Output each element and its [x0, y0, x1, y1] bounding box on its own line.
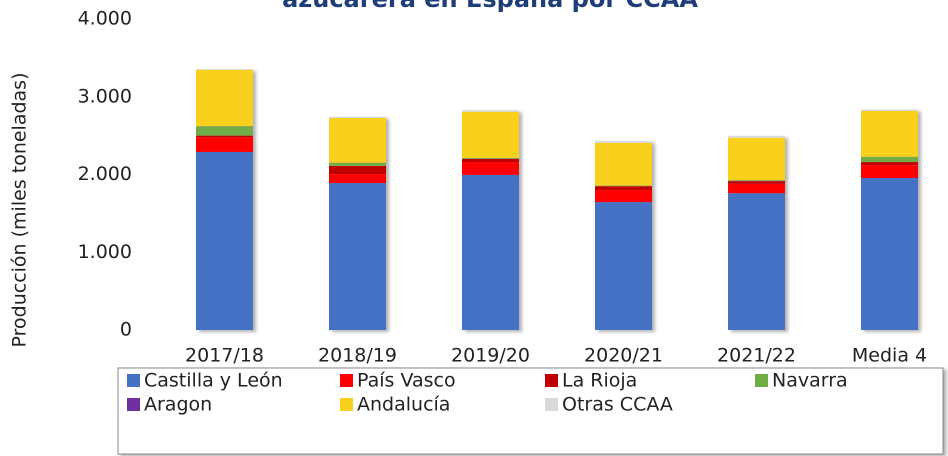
- bar-segment: [196, 151, 253, 330]
- legend-swatch: [545, 398, 558, 411]
- bar-segment: [329, 174, 386, 184]
- legend-label: La Rioja: [562, 370, 637, 392]
- bar-segment: [196, 126, 253, 136]
- y-axis-label: Producción (miles toneladas): [9, 73, 31, 348]
- legend-swatch: [127, 398, 140, 411]
- bar-stack: [861, 109, 918, 330]
- bar-segment: [595, 186, 652, 191]
- bar-segment: [462, 174, 519, 330]
- bar-segment: [728, 183, 785, 194]
- x-tick-label: Media 4: [852, 345, 927, 367]
- y-tick-label: 0: [120, 319, 132, 341]
- bar-segment: [329, 117, 386, 163]
- bar-segment: [595, 140, 652, 143]
- bar-segment: [329, 162, 386, 166]
- bar-segment: [728, 137, 785, 181]
- legend-label: Otras CCAA: [562, 394, 673, 416]
- bar-segment: [728, 181, 785, 184]
- bar-segment: [595, 142, 652, 186]
- legend-label: Andalucía: [357, 394, 450, 416]
- bar-stack: [462, 110, 519, 330]
- legend-box: [117, 367, 944, 455]
- y-tick-label: 4.000: [78, 8, 132, 30]
- bar-segment: [196, 68, 253, 70]
- legend-label: Navarra: [772, 370, 848, 392]
- y-tick-label: 2.000: [78, 163, 132, 185]
- bar-stack: [196, 68, 253, 330]
- bar-segment: [861, 110, 918, 157]
- bar-segment: [196, 137, 253, 152]
- bar-segment: [861, 109, 918, 111]
- bar-segment: [728, 180, 785, 182]
- bar-stack: [329, 116, 386, 330]
- bar-segment: [728, 135, 785, 138]
- y-tick-label: 3.000: [78, 85, 132, 107]
- bar-stack: [728, 135, 785, 330]
- bar-segment: [595, 190, 652, 203]
- bar-segment: [861, 162, 918, 166]
- legend-label: Castilla y León: [144, 370, 283, 392]
- x-tick-label: 2019/20: [451, 345, 530, 367]
- bar-segment: [196, 69, 253, 127]
- legend-swatch: [340, 398, 353, 411]
- chart-title: azucarera en España por CCAA: [282, 0, 698, 13]
- legend-swatch: [755, 374, 768, 387]
- bar-segment: [462, 111, 519, 159]
- bar-segment: [728, 193, 785, 330]
- x-tick-label: 2017/18: [185, 345, 264, 367]
- legend-swatch: [545, 374, 558, 387]
- x-tick-label: 2020/21: [584, 345, 663, 367]
- bar-segment: [861, 157, 918, 163]
- legend-swatch: [340, 374, 353, 387]
- bar-segment: [861, 165, 918, 178]
- bar-segment: [861, 177, 918, 330]
- legend-label: Aragon: [144, 394, 212, 416]
- bar-segment: [329, 165, 386, 175]
- bar-segment: [196, 135, 253, 138]
- x-tick-label: 2021/22: [717, 345, 796, 367]
- legend-label: País Vasco: [357, 370, 456, 392]
- y-tick-label: 1.000: [78, 241, 132, 263]
- bar-segment: [595, 202, 652, 330]
- legend-swatch: [127, 374, 140, 387]
- bar-segment: [462, 162, 519, 175]
- bar-segment: [462, 110, 519, 112]
- bar-segment: [462, 158, 519, 159]
- bar-stack: [595, 140, 652, 330]
- x-tick-label: 2018/19: [318, 345, 397, 367]
- bar-segment: [462, 158, 519, 163]
- bar-segment: [329, 116, 386, 118]
- bar-segment: [329, 183, 386, 330]
